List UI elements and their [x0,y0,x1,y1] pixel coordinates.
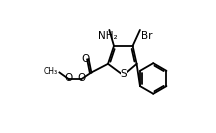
Text: S: S [121,69,127,80]
Text: O: O [65,73,73,84]
Text: CH₃: CH₃ [44,67,58,76]
Text: Br: Br [141,31,153,41]
Text: NH₂: NH₂ [98,31,118,41]
Text: O: O [81,54,89,64]
Text: O: O [77,73,86,84]
